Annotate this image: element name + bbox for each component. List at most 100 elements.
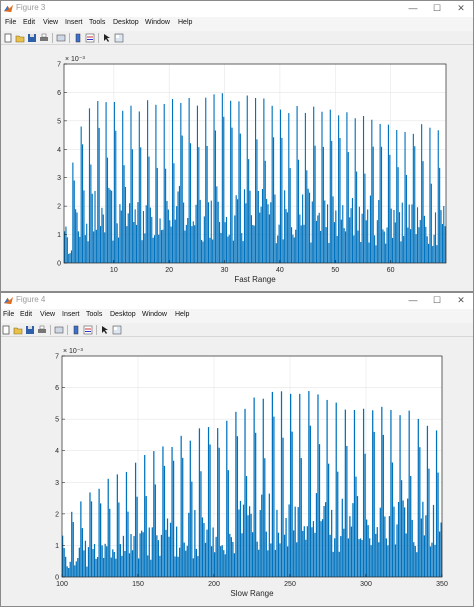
maximize-button[interactable]: ☐ xyxy=(432,3,442,13)
bar xyxy=(411,204,413,263)
bar xyxy=(113,101,115,263)
bar xyxy=(162,446,164,577)
minimize-button[interactable]: — xyxy=(408,3,418,13)
bar xyxy=(394,544,397,577)
fast-range-plot[interactable]: 0 1 2 3 4 5 6 7 10 20 30 40 50 60 × 10⁻³ Fast Range xyxy=(1,45,474,292)
bar xyxy=(153,451,155,577)
menu-help[interactable]: Help xyxy=(178,19,193,26)
bar xyxy=(339,137,341,263)
bar xyxy=(338,115,340,263)
colorbar-icon[interactable] xyxy=(71,325,81,335)
bar xyxy=(401,202,403,263)
pointer-icon[interactable] xyxy=(100,325,110,335)
bar xyxy=(154,484,156,577)
menu-edit[interactable]: Edit xyxy=(20,311,33,318)
bar xyxy=(201,239,203,263)
title-bar[interactable]: Figure 4 — ☐ ✕ xyxy=(1,293,473,309)
menu-file[interactable]: File xyxy=(3,311,15,318)
menu-help[interactable]: Help xyxy=(175,311,190,318)
bar xyxy=(356,171,358,263)
title-bar[interactable]: Figure 3 — ☐ ✕ xyxy=(1,1,473,17)
bar xyxy=(407,227,409,263)
bar xyxy=(336,236,338,263)
bar xyxy=(275,243,277,263)
bar xyxy=(126,226,128,263)
print-icon[interactable] xyxy=(39,33,49,43)
bar xyxy=(177,191,179,263)
bar xyxy=(259,510,261,577)
bar xyxy=(174,219,176,263)
menu-desktop[interactable]: Desktop xyxy=(113,19,139,26)
menu-tools[interactable]: Tools xyxy=(89,19,106,26)
maximize-button[interactable]: ☐ xyxy=(432,295,442,305)
menu-window[interactable]: Window xyxy=(142,311,167,318)
new-file-icon[interactable] xyxy=(1,325,11,335)
close-button[interactable]: ✕ xyxy=(457,295,465,305)
print-icon[interactable] xyxy=(37,325,47,335)
bar xyxy=(317,215,319,263)
save-icon[interactable] xyxy=(25,325,35,335)
close-button[interactable]: ✕ xyxy=(457,3,465,13)
slow-range-plot[interactable]: 0 1 2 3 4 5 6 7 100 150 200 250 300 350 × 10⁻³ Slow Ran… xyxy=(1,337,474,607)
bar xyxy=(155,104,157,263)
bar xyxy=(172,460,175,577)
pointer-icon[interactable] xyxy=(102,33,112,43)
bar xyxy=(283,534,286,577)
bar xyxy=(342,205,344,263)
bar xyxy=(129,203,131,263)
bar xyxy=(364,173,366,263)
bar xyxy=(210,200,212,263)
menu-tools[interactable]: Tools xyxy=(86,311,103,318)
plot-tools-icon[interactable] xyxy=(114,33,124,43)
bar xyxy=(171,99,174,263)
colorbar-icon[interactable] xyxy=(73,33,83,43)
minimize-button[interactable]: — xyxy=(408,295,418,305)
bar xyxy=(367,525,369,577)
save-icon[interactable] xyxy=(27,33,37,43)
legend-icon[interactable] xyxy=(83,325,93,335)
bar xyxy=(252,532,254,577)
bar xyxy=(343,528,345,577)
bar xyxy=(297,159,300,263)
menu-view[interactable]: View xyxy=(40,311,56,318)
menu-insert[interactable]: Insert xyxy=(62,311,80,318)
open-folder-icon[interactable] xyxy=(15,33,25,43)
plot-tools-icon[interactable] xyxy=(112,325,122,335)
bar xyxy=(192,221,194,263)
bar xyxy=(144,233,146,263)
link-icon[interactable] xyxy=(56,33,66,43)
menu-window[interactable]: Window xyxy=(145,19,170,26)
bar xyxy=(419,220,421,263)
bar xyxy=(65,556,67,577)
bar xyxy=(434,544,436,577)
bar xyxy=(195,548,198,577)
bar xyxy=(397,501,400,577)
bar xyxy=(108,187,110,263)
bar xyxy=(241,533,243,577)
bar xyxy=(66,237,68,263)
bar xyxy=(113,552,115,577)
legend-icon[interactable] xyxy=(85,33,95,43)
menu-desktop[interactable]: Desktop xyxy=(110,311,136,318)
menu-file[interactable]: File xyxy=(5,19,17,26)
bar xyxy=(388,516,391,577)
menu-edit[interactable]: Edit xyxy=(23,19,36,26)
open-folder-icon[interactable] xyxy=(13,325,23,335)
bar xyxy=(88,108,91,263)
link-icon[interactable] xyxy=(54,325,64,335)
new-file-icon[interactable] xyxy=(3,33,13,43)
bar xyxy=(149,207,151,263)
menu-insert[interactable]: Insert xyxy=(65,19,83,26)
bar xyxy=(328,463,330,577)
x-tick-label: 60 xyxy=(387,267,395,274)
bar xyxy=(417,418,419,577)
y-tick-label: 2 xyxy=(57,204,61,211)
bar xyxy=(249,190,251,263)
bar xyxy=(392,237,394,263)
bar xyxy=(279,109,282,263)
x-tick-label: 300 xyxy=(360,581,372,588)
menu-view[interactable]: View xyxy=(43,19,59,26)
bar xyxy=(176,206,178,263)
bar xyxy=(324,502,327,577)
bar xyxy=(99,226,102,263)
